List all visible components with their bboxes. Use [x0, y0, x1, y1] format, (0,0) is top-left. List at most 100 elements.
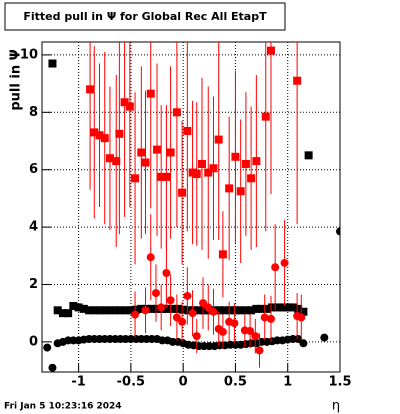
square-point — [252, 157, 261, 166]
square-point — [64, 309, 73, 318]
circle-point — [260, 313, 269, 322]
circle-point — [230, 319, 239, 328]
square-point — [197, 159, 206, 168]
square-point — [86, 85, 95, 94]
square-point — [100, 306, 109, 315]
circle-point — [131, 310, 140, 319]
square-point — [231, 306, 240, 315]
circle-point — [151, 289, 160, 298]
circle-point — [320, 333, 329, 342]
square-point — [162, 172, 171, 181]
y-axis-label: pull in Ψ — [9, 49, 24, 110]
square-point — [131, 174, 140, 183]
square-point — [125, 102, 134, 111]
square-point — [168, 304, 177, 313]
chart-title: Fitted pull in Ψ for Global Rec All Etap… — [23, 10, 267, 23]
square-point — [126, 306, 135, 315]
square-point — [79, 304, 88, 313]
square-point — [85, 306, 94, 315]
circle-point — [246, 326, 255, 335]
square-point — [105, 154, 114, 163]
square-point — [200, 306, 209, 315]
x-tick-label: 1.5 — [328, 375, 351, 390]
y-tick-label: 8 — [29, 105, 38, 120]
square-point — [188, 168, 197, 177]
square-point — [252, 304, 261, 313]
square-point — [100, 134, 109, 143]
square-point — [184, 306, 193, 315]
circle-point — [178, 317, 187, 326]
square-point — [48, 59, 57, 68]
square-point — [241, 159, 250, 168]
square-point — [53, 306, 62, 315]
square-point — [304, 151, 313, 160]
footer-date: Fri Jan 5 10:23:16 2024 — [4, 402, 122, 412]
x-tick-label: -0.5 — [117, 375, 145, 390]
square-point — [283, 303, 292, 312]
square-point — [192, 170, 201, 178]
square-point — [183, 126, 192, 135]
square-point — [231, 152, 240, 161]
square-point — [69, 302, 78, 310]
square-point — [278, 303, 287, 312]
square-point — [220, 306, 229, 315]
square-point — [58, 309, 67, 318]
circle-point — [280, 258, 289, 267]
square-point — [299, 307, 308, 316]
square-point — [268, 303, 277, 312]
circle-point — [209, 307, 218, 316]
square-point — [288, 303, 297, 312]
square-point — [293, 76, 302, 85]
square-point — [172, 108, 181, 117]
square-point — [236, 306, 245, 315]
y-tick-label: 2 — [29, 277, 38, 292]
square-point — [111, 306, 120, 315]
square-point — [166, 148, 175, 157]
circle-point — [43, 343, 52, 352]
square-point — [115, 129, 124, 138]
square-point — [204, 168, 213, 177]
circle-point — [192, 332, 201, 341]
circle-point — [48, 363, 57, 372]
circle-point — [166, 296, 175, 305]
square-point — [241, 306, 250, 315]
circle-point — [299, 339, 308, 348]
square-point — [74, 303, 83, 312]
square-point — [266, 46, 275, 55]
square-point — [247, 174, 256, 183]
circle-point — [183, 291, 192, 300]
y-tick-label: 10 — [20, 47, 38, 62]
square-point — [112, 157, 121, 166]
square-point — [141, 158, 150, 167]
square-point — [163, 304, 172, 313]
square-point — [209, 164, 218, 173]
square-point — [194, 306, 203, 315]
square-point — [132, 305, 141, 314]
square-point — [146, 89, 155, 98]
square-point — [116, 306, 125, 315]
square-point — [147, 304, 156, 313]
circle-point — [266, 314, 275, 323]
y-tick-label: 6 — [29, 162, 38, 177]
square-point — [153, 145, 162, 154]
title-box — [4, 2, 286, 31]
square-point — [179, 305, 188, 314]
square-point — [105, 306, 114, 315]
square-point — [173, 304, 182, 313]
x-axis-label: η — [332, 399, 340, 414]
circle-point — [157, 303, 166, 312]
square-point — [294, 304, 303, 313]
square-point — [153, 304, 162, 313]
square-point — [218, 250, 227, 259]
circle-point — [297, 313, 306, 322]
square-point — [261, 112, 270, 121]
square-point — [257, 304, 266, 313]
square-point — [236, 187, 245, 196]
square-point — [247, 306, 256, 315]
circle-point — [271, 263, 280, 272]
square-point — [90, 306, 99, 315]
square-point — [214, 135, 223, 144]
square-point — [90, 128, 99, 137]
square-point — [225, 184, 234, 193]
